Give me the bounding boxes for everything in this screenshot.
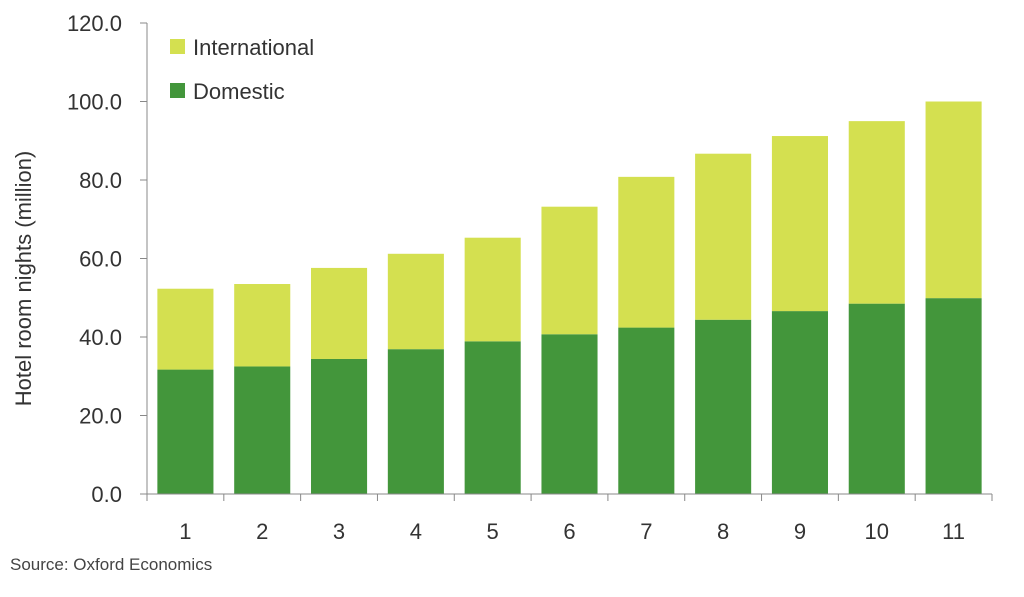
y-tick-label: 80.0 xyxy=(79,168,122,193)
bar-international-7 xyxy=(618,176,675,328)
x-tick-label: 10 xyxy=(865,519,889,544)
bar-international-6 xyxy=(541,206,598,335)
bar-international-4 xyxy=(387,253,444,350)
bar-domestic-1 xyxy=(157,369,214,494)
bar-domestic-2 xyxy=(234,366,291,494)
x-tick-label: 7 xyxy=(640,519,652,544)
x-tick-label: 2 xyxy=(256,519,268,544)
x-tick-label: 11 xyxy=(942,519,965,544)
legend: International Domestic xyxy=(170,35,314,104)
bar-international-3 xyxy=(311,267,368,359)
legend-label-international: International xyxy=(193,35,314,60)
y-tick-label: 40.0 xyxy=(79,325,122,350)
bar-domestic-6 xyxy=(541,334,598,494)
bar-international-5 xyxy=(464,237,521,342)
bar-domestic-7 xyxy=(618,327,675,494)
x-tick-label: 6 xyxy=(563,519,575,544)
y-tick-label: 100.0 xyxy=(67,90,122,115)
y-tick-label: 20.0 xyxy=(79,404,122,429)
y-tick-label: 0.0 xyxy=(91,482,122,507)
bar-international-11 xyxy=(925,101,982,299)
bar-domestic-10 xyxy=(848,303,905,494)
legend-swatch-international xyxy=(170,39,185,54)
x-axis-ticks: 1 2 3 4 5 6 7 8 9 10 11 xyxy=(146,494,993,544)
x-tick-label: 8 xyxy=(717,519,729,544)
legend-label-domestic: Domestic xyxy=(193,79,285,104)
source-note: Source: Oxford Economics xyxy=(10,555,213,574)
bar-international-1 xyxy=(157,288,214,370)
bar-international-10 xyxy=(848,121,905,304)
bar-domestic-9 xyxy=(771,311,828,494)
y-axis-ticks: 0.0 20.0 40.0 60.0 80.0 100.0 120.0 xyxy=(67,11,147,507)
bar-domestic-5 xyxy=(464,341,521,494)
y-tick-label: 120.0 xyxy=(67,11,122,36)
bar-domestic-4 xyxy=(387,349,444,494)
bar-international-2 xyxy=(234,284,291,367)
x-tick-label: 4 xyxy=(410,519,422,544)
y-axis-title: Hotel room nights (million) xyxy=(11,151,36,407)
legend-swatch-domestic xyxy=(170,83,185,98)
x-tick-label: 9 xyxy=(794,519,806,544)
y-tick-label: 60.0 xyxy=(79,247,122,272)
plot-area xyxy=(157,101,982,494)
x-tick-label: 3 xyxy=(333,519,345,544)
x-tick-label: 1 xyxy=(179,519,191,544)
bar-domestic-11 xyxy=(925,298,982,494)
x-tick-label: 5 xyxy=(487,519,499,544)
bar-international-9 xyxy=(771,136,828,312)
bar-domestic-3 xyxy=(311,358,368,494)
bar-international-8 xyxy=(695,153,752,320)
bar-domestic-8 xyxy=(695,319,752,494)
